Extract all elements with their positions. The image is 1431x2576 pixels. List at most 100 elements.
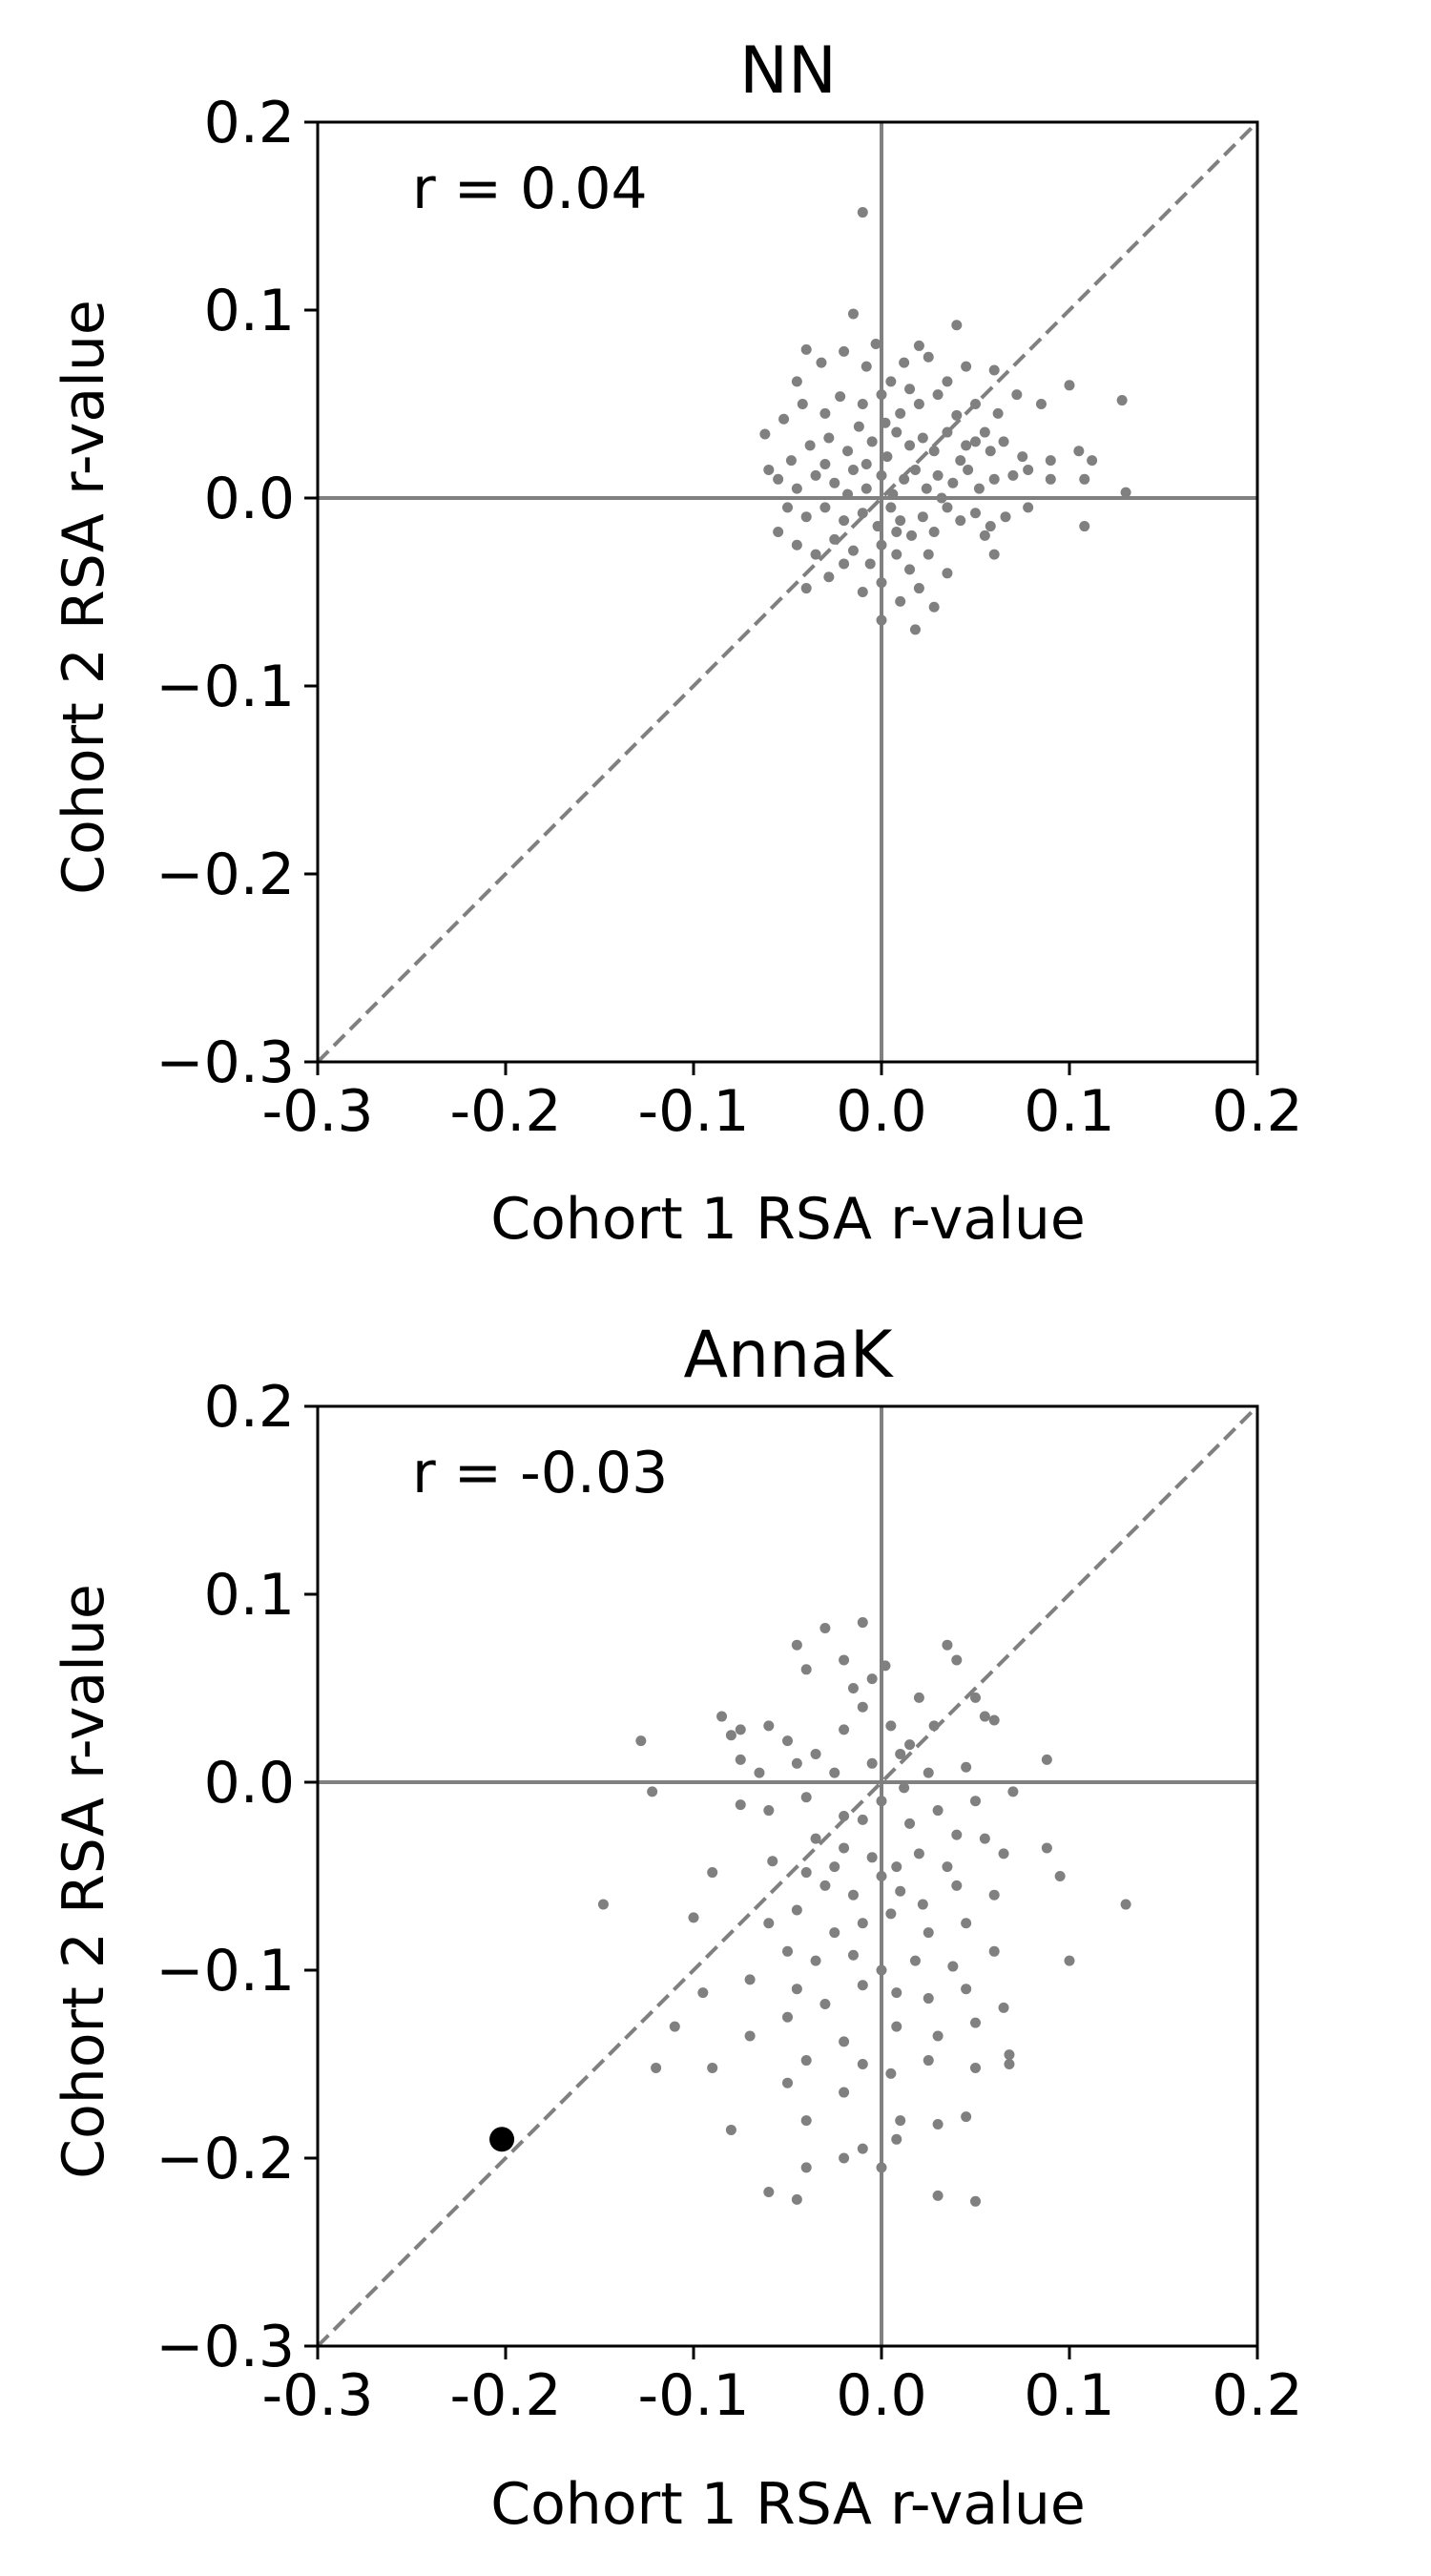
x-tick-label: -0.2 [449, 1078, 561, 1145]
data-point [928, 601, 940, 613]
data-point [791, 2193, 802, 2205]
correlation-annotation: r = -0.03 [412, 1440, 668, 1506]
data-point [810, 1833, 821, 1844]
data-point [857, 1918, 868, 1929]
data-point [1007, 469, 1019, 481]
data-point [970, 1692, 981, 1703]
data-point [923, 1993, 934, 2005]
data-point [847, 1949, 859, 1961]
data-point [835, 391, 846, 403]
data-point [857, 1980, 868, 1991]
data-point [1045, 473, 1056, 485]
data-point [635, 1735, 647, 1747]
data-point [857, 399, 868, 409]
data-point [932, 389, 944, 401]
data-point [735, 1754, 746, 1765]
data-point [917, 432, 928, 444]
data-point [773, 526, 784, 537]
y-tick-label: 0.0 [204, 1750, 295, 1817]
y-axis-label: Cohort 2 RSA r-value [51, 300, 117, 895]
data-point [800, 2055, 812, 2067]
data-point [829, 533, 840, 545]
y-tick-label: 0.1 [204, 1562, 295, 1629]
data-point [891, 1861, 902, 1873]
x-tick-label: -0.3 [261, 2362, 373, 2429]
data-point [797, 399, 808, 409]
data-point [810, 1955, 821, 1966]
data-point [759, 428, 771, 440]
data-point [1064, 380, 1075, 391]
data-point [1023, 502, 1034, 513]
data-point [947, 477, 959, 488]
data-point [839, 2087, 850, 2098]
data-point [1120, 487, 1131, 498]
data-point [917, 1899, 928, 1910]
data-point [961, 1918, 972, 1929]
data-point [800, 511, 812, 523]
y-tick-label: 0.0 [204, 466, 295, 532]
data-point [895, 515, 906, 527]
data-point [942, 426, 953, 438]
data-point [951, 1654, 963, 1666]
data-point [804, 440, 816, 451]
data-point [839, 2152, 850, 2164]
data-point [904, 1818, 916, 1829]
data-point [891, 549, 902, 560]
data-point [880, 1660, 891, 1672]
data-point [857, 2143, 868, 2154]
data-point [885, 1720, 897, 1732]
data-point [800, 2162, 812, 2173]
data-point [909, 624, 921, 635]
x-tick-label: 0.2 [1212, 2362, 1302, 2429]
data-point [928, 446, 940, 457]
data-point [1041, 1842, 1052, 1854]
data-point [885, 502, 897, 513]
data-point [778, 413, 790, 425]
plot-frame [316, 1404, 1259, 2348]
data-point [932, 469, 944, 481]
plot-frame [316, 120, 1259, 1064]
data-point [857, 1814, 868, 1825]
data-point [988, 1945, 1000, 1957]
data-point [669, 2021, 680, 2032]
data-point [992, 407, 1004, 419]
data-point [970, 2017, 981, 2028]
data-point [913, 340, 924, 351]
data-point [942, 502, 953, 513]
data-point [829, 1767, 840, 1778]
data-point [839, 558, 850, 570]
data-point [923, 1927, 934, 1939]
data-point [819, 1622, 831, 1633]
x-tick-label: -0.1 [637, 1078, 749, 1145]
y-axis-label: Cohort 2 RSA r-value [51, 1584, 117, 2179]
data-point [791, 1757, 802, 1769]
data-point [891, 2021, 902, 2032]
data-point [847, 1889, 859, 1901]
data-point [921, 483, 932, 494]
x-tick-label: -0.3 [261, 1078, 373, 1145]
x-tick-label: 0.1 [1024, 2362, 1114, 2429]
data-point [866, 1852, 878, 1863]
y-tick-label: −0.3 [156, 1029, 295, 1096]
data-point [791, 376, 802, 387]
data-point [839, 1724, 850, 1735]
data-point [904, 564, 916, 575]
data-point [866, 1757, 878, 1769]
data-point [744, 2030, 756, 2042]
data-point [909, 1955, 921, 1966]
data-point [951, 320, 963, 331]
data-point [961, 361, 972, 372]
data-point [800, 583, 812, 594]
data-point [1087, 455, 1098, 467]
data-point [651, 2062, 662, 2073]
data-point [725, 1730, 736, 1741]
data-point [847, 308, 859, 320]
data-point [857, 1617, 868, 1629]
data-point [947, 1961, 959, 1972]
data-point [876, 1964, 887, 1976]
data-point [932, 2030, 944, 2042]
data-point [1035, 399, 1047, 409]
data-point [810, 1748, 821, 1759]
data-point [857, 207, 868, 218]
y-tick-label: −0.3 [156, 2314, 295, 2380]
